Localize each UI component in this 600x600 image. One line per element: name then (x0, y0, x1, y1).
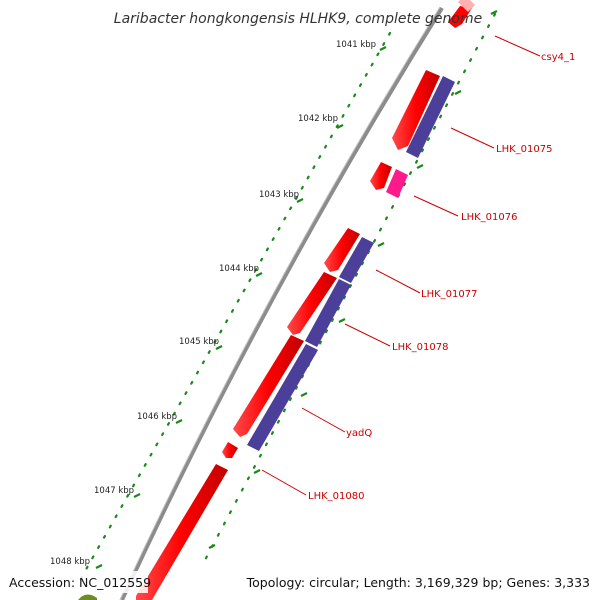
gene-label-lhk-01076[interactable]: LHK_01076 (461, 212, 517, 223)
ruler-tick-marks (95, 10, 498, 569)
tick-label-1041: 1041 kbp (336, 40, 376, 50)
cds-features (136, 0, 475, 600)
genome-summary-text: Topology: circular; Length: 3,169,329 bp… (246, 575, 590, 590)
genome-backbone (120, 6, 444, 600)
cds-feature-faded[interactable] (458, 0, 475, 12)
cds-feature[interactable] (392, 70, 440, 150)
rna-feature[interactable] (386, 169, 408, 198)
label-leader-lines (261, 35, 541, 496)
tick-label-1048: 1048 kbp (50, 557, 90, 567)
cds-feature[interactable] (233, 335, 304, 437)
genome-backbone-highlight (119, 6, 441, 600)
gene-label-lhk-01075[interactable]: LHK_01075 (496, 144, 552, 155)
tick-label-1047: 1047 kbp (94, 486, 134, 496)
gene-label-yadq[interactable]: yadQ (346, 428, 372, 439)
accession-text: Accession: NC_012559 (9, 575, 151, 590)
gene-label-lhk-01077[interactable]: LHK_01077 (421, 289, 477, 300)
gene-feature[interactable] (406, 76, 455, 158)
cds-feature[interactable] (324, 228, 360, 272)
accession-backdrop (0, 571, 148, 593)
gene-feature[interactable] (339, 237, 374, 283)
tick-label-1043: 1043 kbp (259, 190, 299, 200)
tick-label-1046: 1046 kbp (137, 412, 177, 422)
cds-feature[interactable] (370, 162, 392, 190)
gene-label-lhk-01078[interactable]: LHK_01078 (392, 342, 448, 353)
summary-backdrop (257, 571, 600, 593)
tick-label-1044: 1044 kbp (219, 264, 259, 274)
map-title: Laribacter hongkongensis HLHK9, complete… (114, 11, 482, 27)
gene-label-lhk-01080[interactable]: LHK_01080 (308, 491, 364, 502)
partial-feature (78, 594, 97, 600)
gene-label-csy4-1[interactable]: csy4_1 (541, 52, 575, 63)
cds-feature[interactable] (222, 442, 238, 458)
tick-label-1045: 1045 kbp (179, 337, 219, 347)
outer-ruler (203, 12, 497, 562)
cds-feature[interactable] (448, 6, 472, 28)
gene-features (247, 76, 455, 451)
cds-feature[interactable] (287, 272, 337, 335)
cds-feature[interactable] (136, 464, 228, 600)
tick-label-1042: 1042 kbp (298, 114, 338, 124)
gene-feature[interactable] (247, 344, 318, 451)
gene-feature[interactable] (305, 279, 351, 347)
